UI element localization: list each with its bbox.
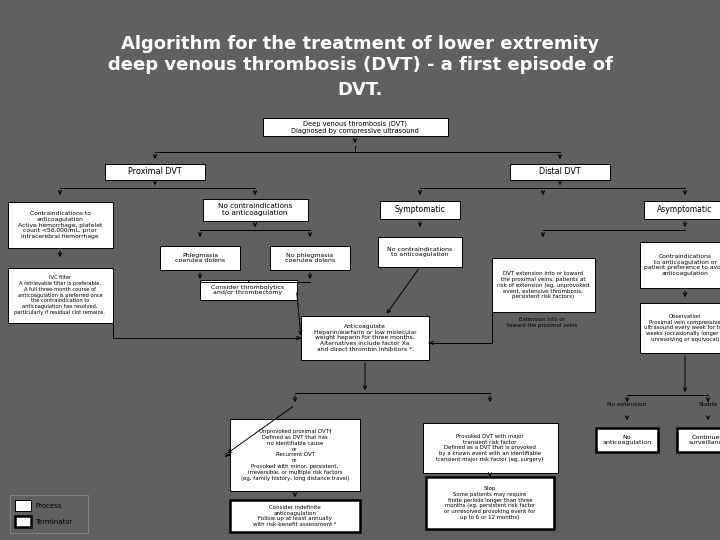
Text: IVC filter
A retrievable filter is preferable.
A full three-month course of
anti: IVC filter A retrievable filter is prefe… [14,275,106,315]
Bar [426,477,554,529]
Text: Phlegmasia
coerulea dolens: Phlegmasia coerulea dolens [175,253,225,264]
Text: Symptomatic: Symptomatic [395,206,446,214]
Bar [640,242,720,288]
Bar [640,303,720,353]
Bar [301,316,429,360]
Bar [230,419,360,491]
Text: Continued
surveillance: Continued surveillance [689,435,720,446]
Text: No
anticoagulation: No anticoagulation [603,435,652,446]
Bar [230,500,360,532]
Text: Consider thrombolytics
and/or thrombectomy: Consider thrombolytics and/or thrombecto… [212,285,284,295]
Text: Process: Process [35,503,61,509]
Text: Contraindications
to anticoagulation or
patient preference to avoid
anticoagulat: Contraindications to anticoagulation or … [644,254,720,276]
Bar [596,428,658,452]
Text: Algorithm for the treatment of lower extremity
deep venous thrombosis (DVT) - a : Algorithm for the treatment of lower ext… [107,35,613,74]
Text: Observation
Proximal vein compressive
ultrasound every week for two
weeks (occas: Observation Proximal vein compressive ul… [644,314,720,342]
Bar [378,237,462,267]
Bar [15,516,31,527]
Text: DVT.: DVT. [337,81,383,99]
Text: Consider indefinite
anticoagulation
Follow up at least annually
with risk-benefi: Consider indefinite anticoagulation Foll… [253,505,336,527]
Bar [202,199,307,221]
Bar [423,423,557,473]
Text: No extension: No extension [607,402,647,407]
Bar [105,164,205,180]
Bar [270,246,350,270]
Text: No contraindications
to anticoagulation: No contraindications to anticoagulation [218,204,292,217]
Text: Extension into or
toward the proximal veins: Extension into or toward the proximal ve… [507,317,577,328]
Bar [199,280,297,300]
Bar [7,202,112,248]
Text: DVT extension into or toward
the proximal veins, patients at
risk of extension (: DVT extension into or toward the proxima… [497,271,589,299]
Text: Provoked DVT with major
transient risk factor
Defined as a DVT that is provoked
: Provoked DVT with major transient risk f… [436,434,544,462]
Text: Deep venous thrombosis (DVT)
Diagnosed by compressive ultrasound: Deep venous thrombosis (DVT) Diagnosed b… [291,120,419,134]
Bar [263,118,448,136]
Text: Distal DVT: Distal DVT [539,167,581,177]
Text: Unprovoked proximal DVT†
Defined as DVT that has
no identifiable cause
or
Recurr: Unprovoked proximal DVT† Defined as DVT … [240,429,349,481]
Bar [7,267,112,322]
Text: Contraindications to
anticoagulation
Active hemorrhage, platelet
count <50,000/m: Contraindications to anticoagulation Act… [18,211,102,239]
Text: Anticoagulate
Heparin/warfarin or low molecular
weight heparin for three months.: Anticoagulate Heparin/warfarin or low mo… [314,324,416,352]
Text: Stable: Stable [698,402,718,407]
Text: Terminator: Terminator [35,518,73,524]
Text: Asymptomatic: Asymptomatic [657,206,713,214]
Bar [15,500,31,511]
Bar [160,246,240,270]
Bar [492,258,595,312]
Text: No phlegmasia
coerulea dolens: No phlegmasia coerulea dolens [285,253,335,264]
Text: Stop
Some patients may require
finite periods longer than three
months (eg, pers: Stop Some patients may require finite pe… [444,486,536,520]
Text: No contraindications
to anticoagulation: No contraindications to anticoagulation [387,247,453,258]
Bar [510,164,610,180]
Bar [380,201,460,219]
Bar [644,201,720,219]
Text: Proximal DVT: Proximal DVT [128,167,182,177]
Bar [677,428,720,452]
Bar [10,495,88,533]
